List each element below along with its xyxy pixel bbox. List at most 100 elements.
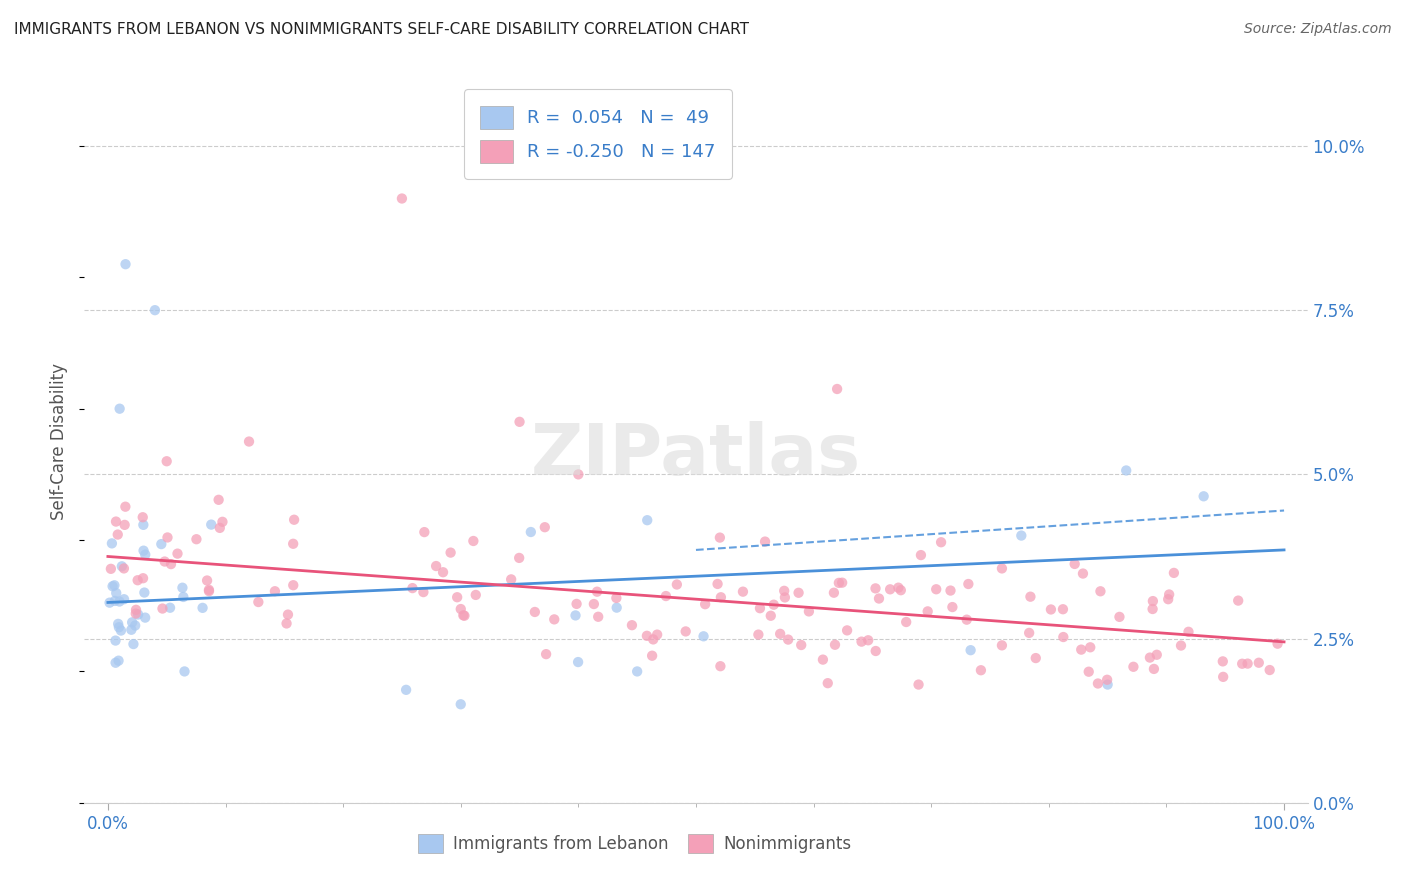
Point	[636, 629, 658, 643]
Point	[1258, 663, 1281, 677]
Point	[773, 583, 796, 598]
Point	[450, 602, 472, 616]
Point	[1163, 566, 1185, 580]
Point	[1159, 587, 1181, 601]
Point	[200, 517, 222, 532]
Point	[970, 663, 993, 677]
Point	[941, 600, 963, 615]
Point	[1227, 593, 1250, 607]
Point	[124, 618, 146, 632]
Point	[762, 598, 785, 612]
Point	[747, 627, 769, 641]
Point	[856, 633, 879, 648]
Point	[1019, 590, 1042, 604]
Point	[114, 257, 136, 271]
Point	[453, 608, 475, 623]
Point	[523, 605, 546, 619]
Point	[778, 632, 800, 647]
Point	[173, 665, 195, 679]
Point	[1018, 626, 1040, 640]
Point	[283, 578, 305, 592]
Point	[172, 581, 194, 595]
Text: ZIPatlas: ZIPatlas	[531, 422, 860, 491]
Point	[1039, 602, 1062, 616]
Point	[125, 607, 148, 621]
Point	[1170, 639, 1192, 653]
Point	[645, 627, 668, 641]
Point	[1230, 657, 1253, 671]
Point	[1063, 557, 1085, 571]
Point	[509, 415, 531, 429]
Point	[501, 573, 523, 587]
Point	[114, 500, 136, 514]
Point	[264, 584, 287, 599]
Point	[1095, 673, 1118, 687]
Point	[238, 434, 260, 449]
Y-axis label: Self-Care Disability: Self-Care Disability	[51, 363, 69, 520]
Point	[1236, 657, 1258, 671]
Point	[1143, 662, 1166, 676]
Point	[208, 521, 231, 535]
Point	[143, 303, 166, 318]
Point	[896, 615, 918, 629]
Point	[823, 585, 845, 599]
Point	[939, 583, 962, 598]
Point	[401, 581, 423, 595]
Point	[1192, 489, 1215, 503]
Point	[425, 559, 447, 574]
Point	[105, 515, 128, 529]
Point	[907, 677, 929, 691]
Point	[432, 566, 454, 580]
Point	[395, 682, 418, 697]
Point	[152, 601, 174, 615]
Point	[191, 600, 214, 615]
Point	[464, 588, 486, 602]
Point	[101, 536, 124, 550]
Point	[1108, 610, 1130, 624]
Point	[606, 600, 628, 615]
Point	[276, 616, 298, 631]
Point	[208, 492, 231, 507]
Point	[1097, 677, 1119, 691]
Point	[1052, 630, 1074, 644]
Point	[120, 623, 142, 637]
Point	[391, 192, 413, 206]
Point	[817, 676, 839, 690]
Point	[134, 610, 156, 624]
Point	[1157, 592, 1180, 607]
Point	[98, 596, 121, 610]
Point	[710, 591, 733, 605]
Point	[105, 586, 128, 600]
Point	[1115, 463, 1137, 477]
Point	[665, 577, 688, 591]
Point	[991, 561, 1014, 575]
Point	[706, 577, 728, 591]
Point	[567, 467, 589, 482]
Point	[1142, 602, 1164, 616]
Point	[1142, 594, 1164, 608]
Point	[865, 582, 887, 596]
Point	[186, 533, 208, 547]
Point	[247, 595, 270, 609]
Point	[520, 524, 543, 539]
Point	[655, 589, 678, 603]
Point	[127, 573, 149, 587]
Point	[835, 624, 858, 638]
Point	[160, 557, 183, 571]
Point	[112, 592, 135, 607]
Point	[917, 604, 939, 618]
Point	[790, 638, 813, 652]
Point	[159, 600, 181, 615]
Point	[1025, 651, 1047, 665]
Point	[439, 546, 461, 560]
Point	[108, 620, 131, 634]
Point	[198, 582, 221, 597]
Point	[1090, 584, 1112, 599]
Point	[643, 632, 665, 647]
Point	[1077, 665, 1099, 679]
Point	[1078, 640, 1101, 655]
Point	[413, 525, 436, 540]
Point	[283, 537, 305, 551]
Point	[125, 603, 148, 617]
Point	[851, 634, 873, 648]
